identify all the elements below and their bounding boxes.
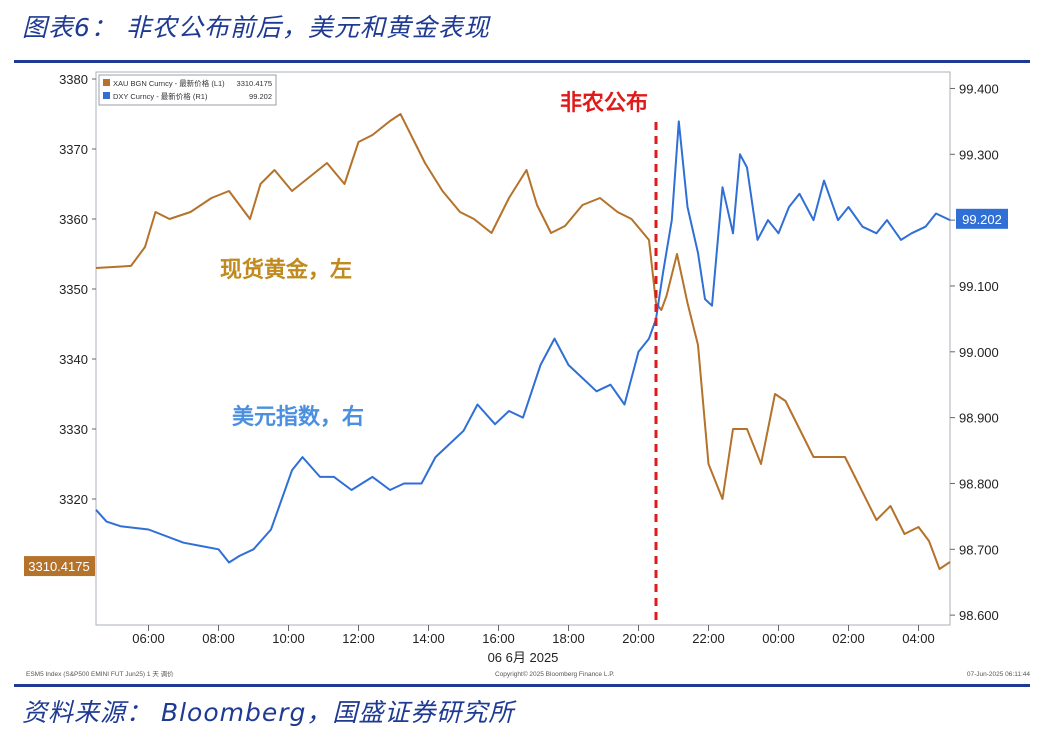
dxy-last-value-tag bbox=[956, 208, 1008, 229]
right-axis-tick-label: 99.000 bbox=[959, 345, 999, 360]
legend-entry-name: DXY Curncy - 最新价格 (R1) bbox=[113, 91, 208, 101]
event-label: 非农公布 bbox=[560, 90, 648, 115]
gold-series-annotation: 现货黄金，左 bbox=[220, 257, 352, 282]
right-axis-tick-label: 98.700 bbox=[959, 542, 999, 557]
right-axis-tick-label: 99.300 bbox=[959, 147, 999, 162]
dxy-series-line bbox=[95, 120, 951, 564]
x-axis-tick-label: 04:00 bbox=[902, 631, 935, 646]
left-axis-tick-label: 3350 bbox=[59, 282, 88, 297]
right-axis-tick-label: 99.400 bbox=[959, 81, 999, 96]
right-axis-tick-label: 98.600 bbox=[959, 608, 999, 623]
x-axis-tick-label: 20:00 bbox=[622, 631, 655, 646]
top-rule bbox=[14, 60, 1030, 63]
footer-timestamp: 07-Jun-2025 06:11:44 bbox=[967, 671, 1031, 678]
right-axis-tick-label: 98.800 bbox=[959, 476, 999, 491]
dxy-last-value-text: 99.202 bbox=[962, 212, 1002, 227]
gold-series-line bbox=[95, 113, 951, 570]
x-axis-tick-label: 22:00 bbox=[692, 631, 725, 646]
right-axis-tick-label: 99.100 bbox=[959, 279, 999, 294]
gold-last-value-text: 3310.4175 bbox=[28, 559, 89, 574]
x-axis-tick-label: 10:00 bbox=[272, 631, 305, 646]
chart: 3380 3370 3360 3350 3340 3330 3320 99.400 99.300… bbox=[24, 71, 1031, 678]
left-axis-tick-label: 3370 bbox=[59, 142, 88, 157]
plot-area bbox=[95, 71, 951, 626]
legend-swatch bbox=[103, 92, 110, 99]
bottom-rule bbox=[14, 684, 1030, 687]
x-axis-date-label: 06 6月 2025 bbox=[488, 650, 559, 665]
gold-last-value-tag bbox=[24, 556, 95, 577]
footer-copyright: Copyright© 2025 Bloomberg Finance L.P. bbox=[495, 670, 615, 678]
left-axis-tick-label: 3330 bbox=[59, 422, 88, 437]
footer-left-text: ESM5 Index (S&P500 EMINI FUT Jun25) 1 天 … bbox=[26, 669, 174, 678]
x-axis-tick-label: 14:00 bbox=[412, 631, 445, 646]
figure-title: 图表6： 非农公布前后，美元和黄金表现 bbox=[22, 13, 490, 42]
x-axis-tick-label: 00:00 bbox=[762, 631, 795, 646]
left-axis-tick-label: 3320 bbox=[59, 492, 88, 507]
x-axis-tick-label: 08:00 bbox=[202, 631, 235, 646]
x-axis-tick-label: 16:00 bbox=[482, 631, 515, 646]
right-axis-tick-label: 98.900 bbox=[959, 411, 999, 426]
x-axis-tick-label: 18:00 bbox=[552, 631, 585, 646]
x-axis-tick-label: 06:00 bbox=[132, 631, 165, 646]
left-axis-tick-label: 3380 bbox=[59, 72, 88, 87]
legend-entry-value: 3310.4175 bbox=[237, 79, 272, 88]
legend-swatch bbox=[103, 79, 110, 86]
x-axis-tick-label: 02:00 bbox=[832, 631, 865, 646]
legend-entry-name: XAU BGN Curncy - 最新价格 (L1) bbox=[113, 78, 225, 88]
dxy-series-annotation: 美元指数，右 bbox=[232, 404, 364, 429]
legend-box bbox=[98, 74, 277, 106]
x-axis-tick-label: 12:00 bbox=[342, 631, 375, 646]
legend-entry-value: 99.202 bbox=[249, 92, 272, 101]
left-axis-tick-label: 3340 bbox=[59, 352, 88, 367]
left-axis-tick-label: 3360 bbox=[59, 212, 88, 227]
source-note: 资料来源： Bloomberg，国盛证券研究所 bbox=[22, 698, 515, 727]
